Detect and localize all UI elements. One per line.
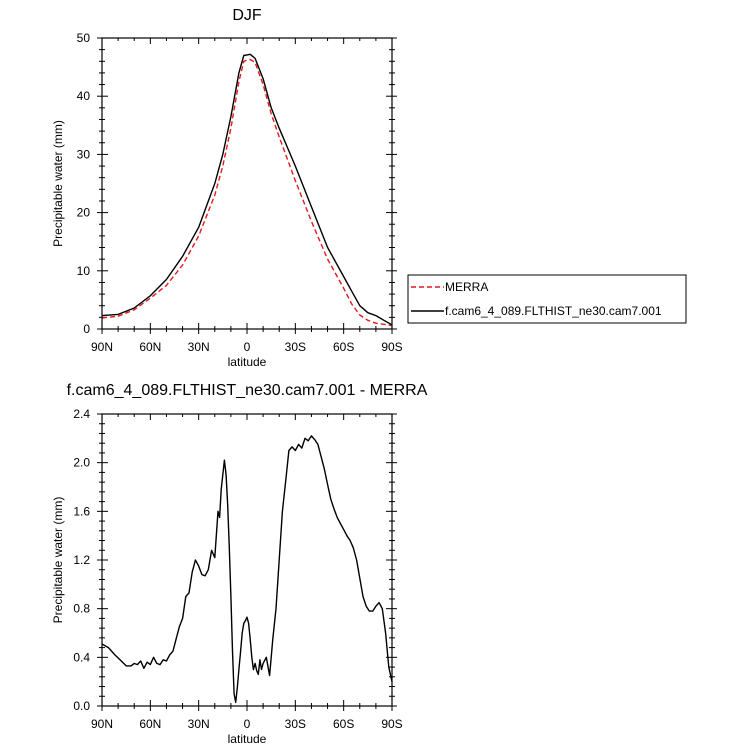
legend-label-merra: MERRA [445, 280, 488, 294]
y-tick-label: 1.2 [73, 553, 90, 567]
x-tick-label: 60N [139, 340, 161, 354]
x-tick-label: 30S [285, 340, 306, 354]
chart-djf: DJF 90N 60N 30N 0 30S 60S 90S 0 10 20 30 40 50 lati… [51, 7, 403, 369]
series-lines [101, 435, 393, 704]
y-tick-label: 0 [83, 322, 90, 336]
series-lines [101, 53, 393, 327]
x-tick-labels: 90N 60N 30N 0 30S 60S 90S [91, 717, 403, 731]
series-line-1 [101, 53, 393, 326]
chart-title: f.cam6_4_089.FLTHIST_ne30.cam7.001 - MER… [67, 382, 428, 399]
x-axis-label: latitude [228, 732, 267, 746]
series-line-0 [101, 58, 393, 327]
y-axis-label: Precipitable water (mm) [51, 497, 65, 624]
legend: MERRA f.cam6_4_089.FLTHIST_ne30.cam7.001 [407, 274, 687, 324]
x-tick-label: 30S [285, 717, 306, 731]
legend-box [407, 274, 687, 324]
x-tick-label: 90N [91, 717, 113, 731]
y-tick-label: 40 [77, 89, 91, 103]
x-tick-label: 0 [244, 717, 251, 731]
x-tick-label: 90N [91, 340, 113, 354]
x-tick-label: 30N [188, 340, 210, 354]
x-tick-label: 0 [244, 340, 251, 354]
x-tick-label: 60S [333, 717, 354, 731]
plot-frame [101, 37, 393, 330]
x-tick-label: 60N [139, 717, 161, 731]
tick-marks [97, 37, 397, 334]
plot-frame [101, 413, 393, 707]
y-tick-labels: 0 10 20 30 40 50 [77, 31, 91, 336]
legend-label-model: f.cam6_4_089.FLTHIST_ne30.cam7.001 [445, 304, 662, 318]
y-tick-label: 0.4 [73, 650, 90, 664]
y-tick-label: 30 [77, 147, 91, 161]
y-tick-label: 20 [77, 206, 91, 220]
x-axis-label: latitude [228, 355, 267, 369]
x-tick-label: 60S [333, 340, 354, 354]
y-tick-label: 10 [77, 264, 91, 278]
chart-title: DJF [232, 7, 262, 24]
series-line-0 [101, 435, 393, 704]
x-tick-label: 90S [381, 340, 402, 354]
y-tick-labels: 0.0 0.4 0.8 1.2 1.6 2.0 2.4 [73, 407, 90, 713]
x-tick-label: 30N [188, 717, 210, 731]
y-tick-label: 50 [77, 31, 91, 45]
x-tick-labels: 90N 60N 30N 0 30S 60S 90S [91, 340, 403, 354]
x-tick-label: 90S [381, 717, 402, 731]
y-axis-label: Precipitable water (mm) [51, 120, 65, 247]
y-tick-label: 1.6 [73, 504, 90, 518]
chart-difference: f.cam6_4_089.FLTHIST_ne30.cam7.001 - MER… [51, 382, 428, 746]
y-tick-label: 2.0 [73, 456, 90, 470]
y-tick-label: 0.0 [73, 699, 90, 713]
y-tick-label: 2.4 [73, 407, 90, 421]
y-tick-label: 0.8 [73, 602, 90, 616]
tick-marks [97, 413, 397, 711]
